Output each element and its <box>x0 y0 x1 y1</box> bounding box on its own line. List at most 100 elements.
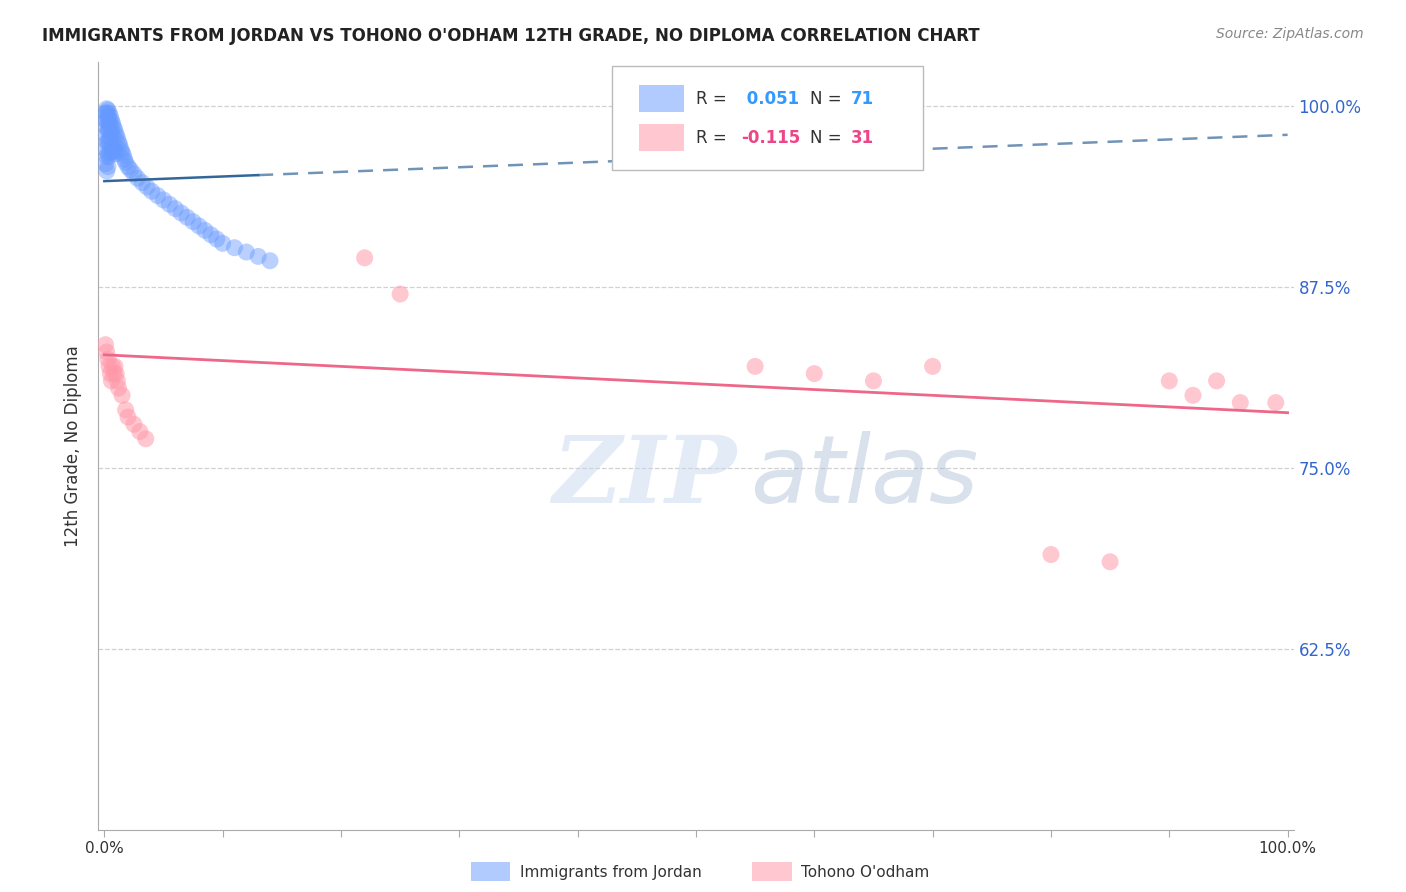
Point <box>117 160 139 174</box>
Text: IMMIGRANTS FROM JORDAN VS TOHONO O'ODHAM 12TH GRADE, NO DIPLOMA CORRELATION CHAR: IMMIGRANTS FROM JORDAN VS TOHONO O'ODHAM… <box>42 27 980 45</box>
Point <box>98 359 121 374</box>
Point <box>122 167 145 181</box>
Point <box>97 103 120 118</box>
Point <box>389 287 412 301</box>
Point <box>100 113 122 128</box>
Point <box>100 374 122 388</box>
Point <box>103 120 125 135</box>
Point <box>1159 374 1181 388</box>
Point <box>103 139 125 153</box>
Point <box>135 432 157 446</box>
Point <box>98 118 121 132</box>
Point <box>97 352 120 367</box>
Point <box>98 113 121 128</box>
Point <box>170 206 193 220</box>
Point <box>108 137 131 152</box>
Point <box>98 123 121 137</box>
Point <box>97 160 120 174</box>
Point <box>136 180 159 194</box>
Point <box>103 367 125 381</box>
Point <box>94 106 117 120</box>
Text: N =: N = <box>810 90 846 108</box>
Point <box>224 241 246 255</box>
Point <box>1181 388 1204 402</box>
Point <box>97 109 120 123</box>
Point <box>98 109 121 123</box>
Point <box>97 135 120 149</box>
Point <box>235 245 257 260</box>
Point <box>117 410 139 425</box>
Point <box>98 135 121 149</box>
Point <box>122 417 145 432</box>
Point <box>105 130 128 145</box>
Point <box>353 251 375 265</box>
Text: -0.115: -0.115 <box>741 128 800 146</box>
Point <box>259 253 281 268</box>
Point <box>112 148 135 162</box>
Point <box>157 197 180 211</box>
Text: 0.051: 0.051 <box>741 90 800 108</box>
Point <box>152 193 174 207</box>
Text: Immigrants from Jordan: Immigrants from Jordan <box>520 865 702 880</box>
Point <box>181 214 204 228</box>
Text: N =: N = <box>810 128 846 146</box>
Text: 71: 71 <box>852 90 875 108</box>
Point <box>105 146 128 161</box>
Point <box>96 106 118 120</box>
Point <box>94 128 117 142</box>
Point <box>188 219 211 233</box>
Point <box>97 146 120 161</box>
Text: Tohono O'odham: Tohono O'odham <box>801 865 929 880</box>
Point <box>96 345 118 359</box>
Point <box>98 149 121 163</box>
Point <box>141 184 163 198</box>
Point <box>96 113 118 128</box>
Point <box>94 157 117 171</box>
Point <box>105 374 128 388</box>
Point <box>96 120 118 135</box>
Point <box>1099 555 1122 569</box>
Point <box>101 359 124 374</box>
Point <box>127 171 149 186</box>
Point <box>98 145 121 160</box>
Point <box>1264 395 1286 409</box>
Text: ZIP: ZIP <box>553 432 737 522</box>
Point <box>114 153 136 167</box>
Point <box>110 142 132 156</box>
Point <box>104 123 127 137</box>
Point <box>247 249 270 263</box>
Point <box>97 123 120 137</box>
Point <box>205 232 228 246</box>
Point <box>111 388 134 402</box>
Point <box>107 135 129 149</box>
Point <box>94 142 117 156</box>
Point <box>101 129 124 144</box>
Point <box>104 144 127 158</box>
Point <box>97 116 120 130</box>
Point <box>114 155 136 169</box>
Point <box>176 211 198 225</box>
Point <box>94 337 117 351</box>
Point <box>120 162 142 177</box>
Point <box>96 102 118 116</box>
Text: 31: 31 <box>852 128 875 146</box>
Point <box>211 236 233 251</box>
Point <box>104 359 127 374</box>
Point <box>98 130 121 145</box>
Point <box>105 367 128 381</box>
Point <box>194 223 217 237</box>
Point <box>131 176 153 190</box>
Text: R =: R = <box>696 90 733 108</box>
Point <box>862 374 884 388</box>
Point <box>100 125 122 139</box>
Point <box>98 106 121 120</box>
Point <box>101 116 124 130</box>
Point <box>1039 548 1062 562</box>
Point <box>96 135 118 149</box>
Point <box>803 367 825 381</box>
Text: R =: R = <box>696 128 733 146</box>
Point <box>107 381 129 395</box>
Point <box>94 113 117 128</box>
Point <box>165 202 187 216</box>
Text: Source: ZipAtlas.com: Source: ZipAtlas.com <box>1216 27 1364 41</box>
